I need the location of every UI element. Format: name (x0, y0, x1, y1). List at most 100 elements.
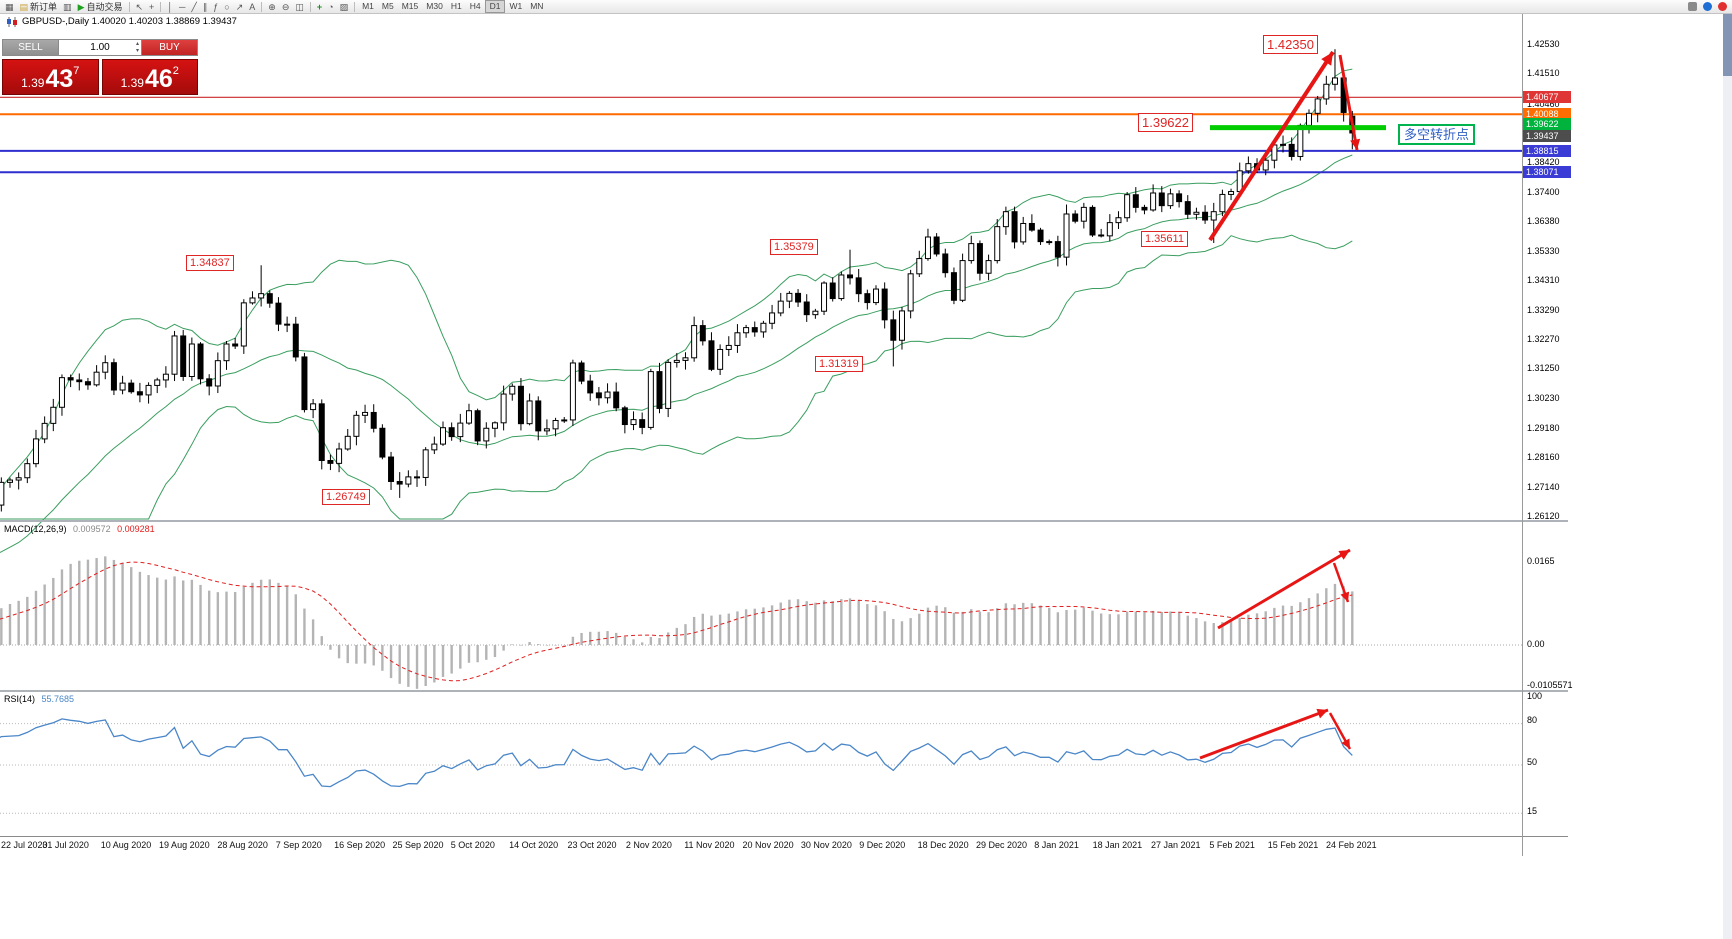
timeframe-h4-button[interactable]: H4 (469, 1, 481, 11)
date-axis-label: 29 Dec 2020 (975, 840, 1027, 850)
sell-price-button[interactable]: 1.39 43 7 (2, 59, 99, 95)
shapes-button[interactable]: ○ (221, 0, 232, 13)
zoom-out-icon: ⊖ (281, 1, 290, 12)
autotrade-button: ▶ (77, 1, 85, 12)
text-icon: A (249, 1, 256, 12)
date-axis-label: 31 Jul 2020 (42, 840, 89, 850)
tile-windows-button[interactable]: ◫ (292, 0, 307, 13)
price-axis-label: 1.33290 (1527, 304, 1560, 315)
cursor-icon: ↖ (135, 1, 144, 12)
price-axis-tag: 1.38071 (1523, 166, 1571, 179)
lot-stepper[interactable]: ▴ ▾ (136, 41, 139, 55)
indicators-button-button[interactable]: + (314, 0, 325, 13)
rsi-indicator-label: RSI(14) 55.7685 (4, 694, 74, 704)
lot-up-icon[interactable]: ▴ (135, 41, 139, 47)
price-axis-tag: 1.39437 (1523, 129, 1571, 142)
shapes-icon: ○ (224, 1, 230, 12)
templates-button-button[interactable]: ▨ (337, 0, 352, 13)
zoom-in-button[interactable]: ⊕ (265, 0, 279, 13)
data-window-icon[interactable] (1688, 2, 1697, 11)
date-axis-label: 5 Feb 2021 (1209, 840, 1255, 850)
buy-price-button[interactable]: 1.39 46 2 (101, 59, 198, 95)
price-axis-label: 1.28160 (1527, 452, 1560, 463)
toolbar-separator (261, 1, 263, 12)
timeframe-w1-button[interactable]: W1 (509, 1, 523, 11)
price-axis-label: 1.31250 (1527, 363, 1560, 374)
toolbar-separator (160, 1, 162, 12)
new-chart-button[interactable]: ▦ (2, 0, 17, 13)
horizontal-line-button[interactable]: ─ (176, 0, 188, 13)
scrollbar-thumb[interactable] (1723, 14, 1732, 76)
price-label-annotation[interactable]: 1.42350 (1263, 35, 1318, 54)
macd-layer (0, 556, 1522, 689)
buy-price-main: 46 (144, 65, 173, 93)
date-axis-label: 16 Sep 2020 (334, 840, 386, 850)
price-axis-label: 1.38420 (1527, 157, 1560, 168)
time-axis[interactable] (0, 836, 1568, 856)
sell-price-big: 1.39 (21, 76, 45, 90)
lot-down-icon[interactable]: ▾ (135, 48, 139, 54)
trendline-button[interactable]: ╱ (188, 0, 199, 13)
zoom-out-button[interactable]: ⊖ (279, 0, 293, 13)
timeframe-m15-button[interactable]: M15 (401, 1, 419, 11)
panel-separator-macd[interactable] (0, 520, 1568, 522)
timeframe-mn-button[interactable]: MN (530, 1, 544, 11)
periods-button: ◔ (328, 1, 334, 12)
arrows-icon: ↗ (235, 1, 244, 12)
timeframe-m5-button[interactable]: M5 (381, 1, 394, 11)
price-axis-label: 1.27140 (1527, 481, 1560, 492)
new-order-button-button[interactable]: ▤ 新订单 (17, 0, 61, 13)
timeframe-m30-button[interactable]: M30 (426, 1, 443, 11)
date-axis-label: 5 Oct 2020 (450, 840, 495, 850)
price-axis-tag: 1.40088 (1523, 108, 1571, 121)
price-label-annotation[interactable]: 1.35379 (770, 239, 818, 255)
timeframe-d1-button[interactable]: D1 (484, 0, 506, 13)
macd-axis-label: -0.0105571 (1527, 680, 1573, 690)
price-axis-label: 1.30230 (1527, 392, 1560, 403)
rsi-axis-label: 15 (1527, 806, 1538, 816)
chart-profiles-button[interactable]: ▥ (60, 0, 75, 13)
timeframe-h1-button[interactable]: H1 (450, 1, 462, 11)
one-click-price-row: 1.39 43 7 1.39 46 2 (2, 59, 198, 95)
price-label-annotation[interactable]: 1.35611 (1141, 231, 1188, 247)
indicators-button: + (316, 1, 323, 12)
vertical-scrollbar[interactable] (1723, 14, 1732, 939)
alert-red-icon[interactable] (1718, 2, 1727, 11)
sell-button[interactable]: SELL (3, 40, 58, 55)
connection-blue-icon[interactable] (1703, 2, 1712, 11)
bollinger-bands-layer (0, 68, 1353, 553)
buy-price-big: 1.39 (120, 76, 144, 90)
date-axis-label: 23 Oct 2020 (567, 840, 617, 850)
autotrade-button-button[interactable]: ▶ 自动交易 (75, 0, 126, 13)
panel-separator-rsi[interactable] (0, 690, 1568, 692)
vertical-line-button[interactable]: │ (164, 0, 176, 13)
price-label-annotation[interactable]: 1.39622 (1138, 113, 1193, 132)
equidistant-channel-button[interactable]: ∥ (200, 0, 211, 13)
text-button[interactable]: A (246, 0, 258, 13)
price-label-annotation[interactable]: 1.34837 (186, 255, 234, 271)
chart-window-title: GBPUSD-,Daily 1.40020 1.40203 1.38869 1.… (6, 16, 237, 27)
price-axis-label: 1.36380 (1527, 215, 1560, 226)
date-axis-label: 14 Oct 2020 (509, 840, 559, 850)
buy-button[interactable]: BUY (142, 40, 197, 55)
periods-button-button[interactable]: ◔ (325, 0, 336, 13)
macd-name: MACD(12,26,9) (4, 524, 67, 534)
price-axis-tag: 1.39622 (1523, 117, 1571, 130)
crosshair-button[interactable]: + (146, 0, 157, 13)
crosshair-icon: + (149, 1, 155, 12)
fibonacci-button[interactable]: ƒ (210, 0, 221, 13)
date-axis-label: 27 Jan 2021 (1151, 840, 1201, 850)
trend-arrows-layer (1199, 50, 1361, 760)
turning-point-note[interactable]: 多空转折点 (1398, 124, 1476, 145)
cursor-button[interactable]: ↖ (133, 0, 147, 13)
date-axis-label: 15 Feb 2021 (1267, 840, 1319, 850)
lot-size-field[interactable]: 1.00 ▴ ▾ (58, 40, 142, 55)
price-label-annotation[interactable]: 1.31319 (815, 356, 863, 372)
arrows-button[interactable]: ↗ (233, 0, 247, 13)
macd-signal-value: 0.009281 (117, 524, 155, 534)
timeframe-m1-button[interactable]: M1 (362, 1, 374, 11)
price-label-annotation[interactable]: 1.26749 (322, 489, 370, 505)
buy-price-sup: 2 (172, 65, 179, 77)
